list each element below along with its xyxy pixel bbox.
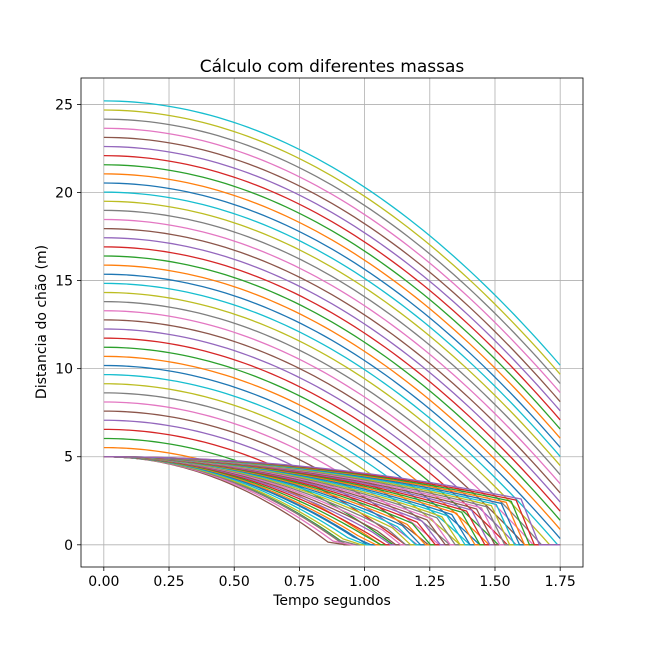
grid — [81, 78, 583, 567]
series-line — [103, 319, 561, 546]
x-tick-label: 1.50 — [479, 574, 510, 590]
series-line — [103, 456, 561, 546]
series-line — [103, 182, 561, 448]
x-axis-title: Tempo segundos — [272, 593, 391, 609]
chart-title: Cálculo com diferentes massas — [200, 57, 465, 77]
x-tick-label: 0.00 — [88, 574, 119, 590]
series-line — [103, 218, 561, 485]
series-line — [103, 145, 561, 412]
plot-frame — [80, 77, 584, 568]
series-line — [103, 273, 561, 540]
series-line — [103, 127, 561, 394]
series-line — [103, 291, 561, 546]
y-tick-label: 5 — [64, 450, 73, 466]
x-tick-label: 0.25 — [153, 574, 184, 590]
y-tick-label: 10 — [55, 362, 73, 378]
series-line — [103, 164, 561, 430]
ticks: 0.00 0.25 0.50 0.75 1.00 1.25 1.50 1.75 0 5 10 15 20… — [55, 97, 576, 590]
y-tick-label: 15 — [55, 274, 73, 290]
x-tick-label: 1.00 — [349, 574, 380, 590]
series-line — [103, 264, 561, 530]
series-line — [103, 328, 561, 546]
series-line — [103, 419, 561, 546]
series-line — [103, 154, 561, 421]
series-line — [103, 255, 561, 521]
series-line — [103, 246, 561, 512]
y-tick-label: 0 — [64, 538, 73, 554]
series-line — [103, 209, 561, 476]
series-line — [103, 109, 561, 375]
series-line — [103, 118, 561, 384]
series-line — [103, 227, 561, 494]
series-line — [103, 200, 561, 467]
x-tick-label: 1.75 — [545, 574, 576, 590]
series-line — [103, 401, 561, 546]
x-tick-label: 1.25 — [414, 574, 445, 590]
series-line — [103, 383, 561, 546]
series-line — [103, 237, 561, 503]
series-line — [103, 300, 561, 546]
y-tick-label: 25 — [55, 97, 73, 113]
x-tick-label: 0.50 — [219, 574, 250, 590]
y-tick-label: 20 — [55, 185, 73, 201]
series-line — [103, 191, 561, 457]
series-line — [103, 136, 561, 403]
x-tick-label: 0.75 — [284, 574, 315, 590]
series-line — [103, 100, 561, 366]
series-line — [103, 173, 561, 439]
y-axis-title: Distancia do chão (m) — [34, 245, 50, 399]
series-line — [103, 346, 561, 546]
series-line — [103, 282, 561, 546]
series-line — [103, 310, 561, 546]
series-group — [103, 100, 561, 546]
